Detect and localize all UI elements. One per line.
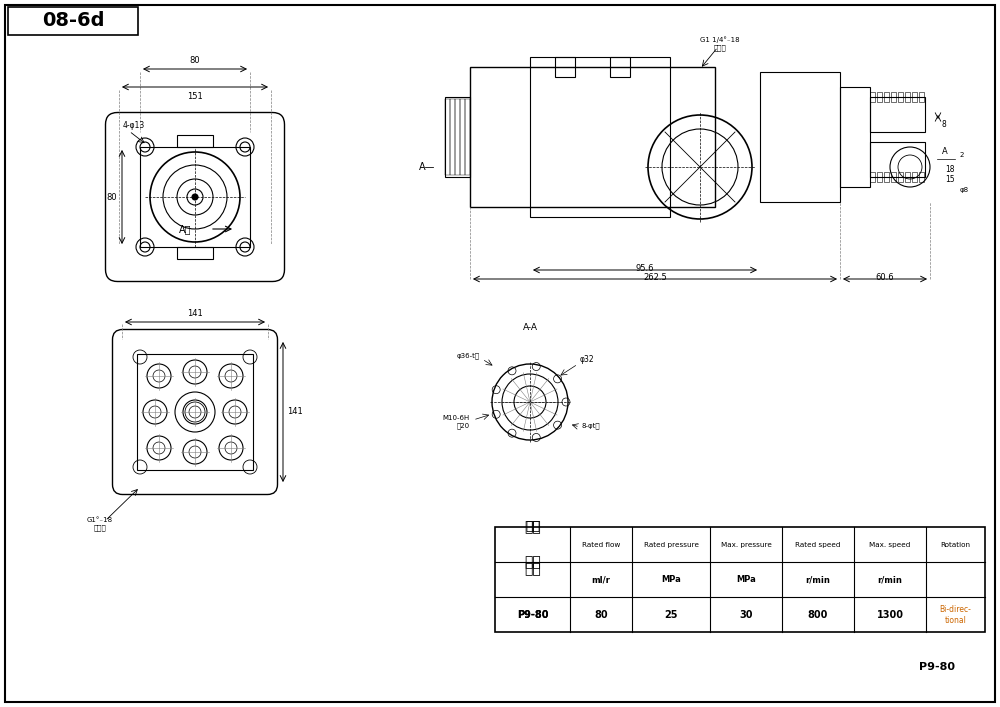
Text: A-A: A-A (522, 322, 538, 332)
Text: 型号: 型号 (524, 555, 541, 569)
Bar (898, 172, 903, 182)
Bar (495, 527, 985, 632)
Text: 18: 18 (945, 165, 954, 174)
Bar (555, 57, 575, 77)
Bar (884, 172, 889, 182)
Text: ml/r: ml/r (592, 575, 610, 585)
Text: 800: 800 (808, 610, 828, 620)
Text: A—: A— (419, 162, 435, 172)
Bar (905, 92, 910, 102)
Bar (137, 354, 253, 470)
Bar (877, 172, 882, 182)
Bar (455, 99, 460, 175)
Bar (912, 92, 917, 102)
Bar (870, 92, 875, 102)
Text: G1°₋18: G1°₋18 (87, 517, 113, 523)
Text: G1 1/4°₋18: G1 1/4°₋18 (700, 36, 740, 43)
Text: Max. speed: Max. speed (869, 542, 911, 548)
Bar (445, 99, 450, 175)
Text: Rated pressure: Rated pressure (644, 542, 698, 548)
Text: 08-6d: 08-6d (42, 11, 104, 30)
Text: MPa: MPa (661, 575, 681, 585)
Text: 80: 80 (106, 192, 117, 201)
Bar (870, 97, 925, 132)
Text: 25: 25 (664, 610, 678, 620)
Bar (496, 562, 570, 596)
Bar (884, 92, 889, 102)
Text: 8-φt山: 8-φt山 (582, 422, 601, 428)
Bar (891, 172, 896, 182)
Text: 141: 141 (287, 407, 303, 416)
Text: 80: 80 (190, 56, 200, 65)
Text: 141: 141 (187, 309, 203, 318)
Bar (919, 172, 924, 182)
Text: Bi-direc-
tional: Bi-direc- tional (940, 605, 971, 625)
Text: 151: 151 (187, 92, 203, 101)
Bar (530, 57, 670, 217)
Text: 30: 30 (739, 610, 753, 620)
Text: M10-6H
深20: M10-6H 深20 (443, 415, 470, 429)
Bar (177, 135, 213, 147)
Bar (610, 57, 630, 77)
Text: Max. pressure: Max. pressure (721, 542, 771, 548)
Text: φ32: φ32 (580, 355, 595, 364)
Text: r/min: r/min (878, 575, 902, 585)
Text: 1300: 1300 (876, 610, 904, 620)
Bar (877, 92, 882, 102)
Bar (891, 92, 896, 102)
Bar (140, 147, 250, 247)
Text: MPa: MPa (736, 575, 756, 585)
Bar (470, 67, 715, 207)
Text: Rotation: Rotation (940, 542, 970, 548)
Bar (905, 172, 910, 182)
Bar (177, 247, 213, 259)
Text: φ36-t山: φ36-t山 (457, 352, 480, 358)
Bar (445, 97, 470, 177)
Text: 8: 8 (942, 120, 947, 129)
Bar (450, 99, 455, 175)
Text: A向: A向 (179, 224, 191, 234)
Circle shape (192, 194, 198, 200)
Text: P9-80: P9-80 (517, 610, 548, 620)
Text: 4-φ13: 4-φ13 (123, 120, 145, 129)
Text: 262.5: 262.5 (643, 273, 667, 282)
Bar (912, 172, 917, 182)
Bar (760, 72, 840, 202)
Bar (898, 92, 903, 102)
Text: 型号: 型号 (525, 520, 540, 534)
Text: φ8: φ8 (960, 187, 969, 193)
Text: 型号: 型号 (524, 562, 541, 576)
Bar (919, 92, 924, 102)
Bar (870, 172, 875, 182)
Text: 型号: 型号 (524, 520, 541, 534)
Text: 出油口: 出油口 (94, 524, 106, 531)
Text: A: A (942, 148, 948, 156)
Text: P9-80: P9-80 (517, 610, 548, 620)
Bar (870, 142, 925, 177)
Bar (8, 7, 138, 35)
Text: Rated flow: Rated flow (582, 542, 620, 548)
Text: 15: 15 (945, 175, 955, 184)
Bar (460, 99, 465, 175)
Text: Rated speed: Rated speed (795, 542, 841, 548)
Text: 2: 2 (960, 152, 964, 158)
Text: 80: 80 (594, 610, 608, 620)
Text: 60.6: 60.6 (876, 273, 894, 282)
Text: 95.6: 95.6 (636, 264, 654, 273)
Text: 进油口: 进油口 (714, 44, 726, 51)
Bar (465, 99, 470, 175)
Bar (840, 87, 870, 187)
Text: r/min: r/min (806, 575, 830, 585)
Text: P9-80: P9-80 (919, 662, 955, 672)
